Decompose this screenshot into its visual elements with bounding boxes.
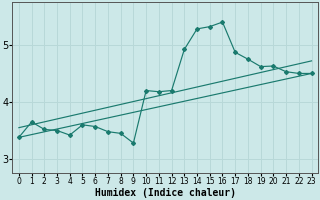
X-axis label: Humidex (Indice chaleur): Humidex (Indice chaleur) [95,188,236,198]
